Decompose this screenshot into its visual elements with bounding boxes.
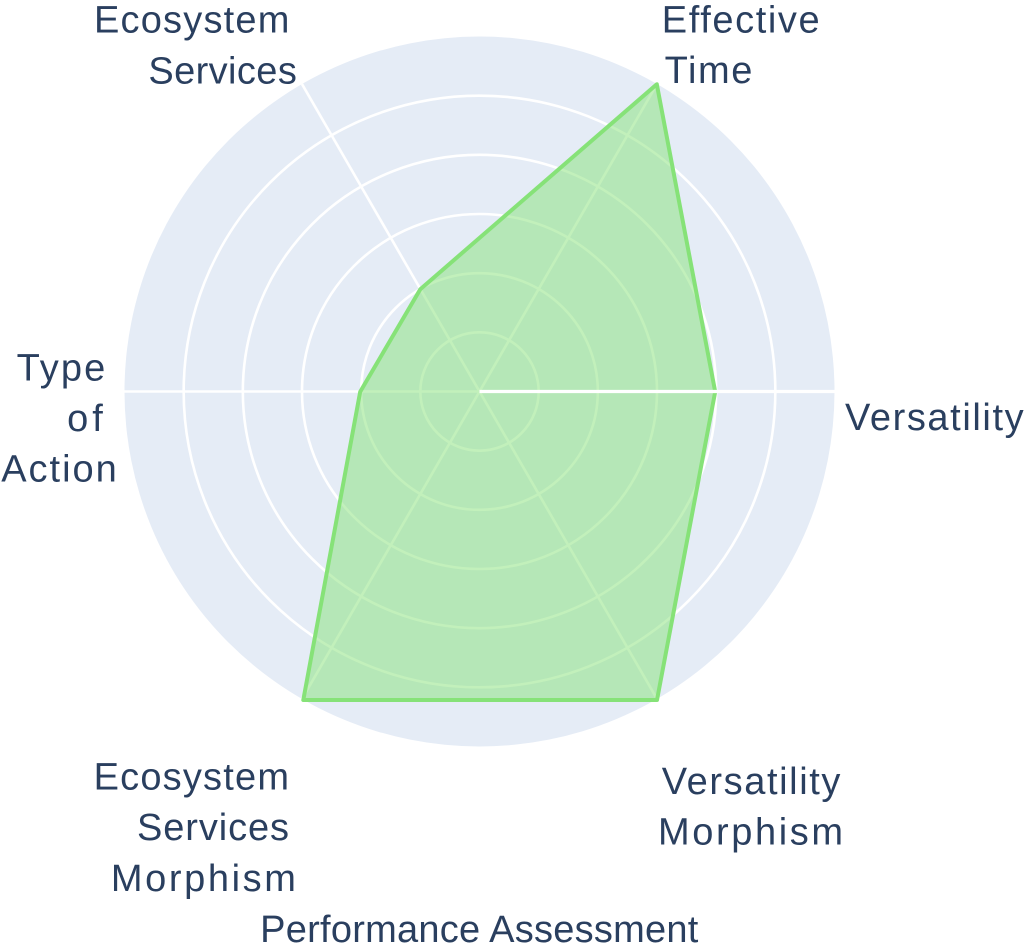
svg-text:Morphism: Morphism: [658, 812, 846, 854]
svg-text:Type: Type: [17, 348, 108, 390]
svg-text:Performance Assessment: Performance Assessment: [260, 909, 699, 948]
svg-text:Ecosystem: Ecosystem: [94, 757, 291, 799]
svg-text:Time: Time: [665, 50, 754, 92]
svg-text:Ecosystem: Ecosystem: [94, 0, 291, 42]
svg-text:of: of: [67, 398, 107, 440]
svg-text:Morphism: Morphism: [111, 858, 299, 900]
svg-text:Effective: Effective: [662, 0, 821, 41]
svg-text:Services: Services: [148, 50, 297, 92]
svg-text:Versatility: Versatility: [845, 397, 1024, 439]
svg-text:Action: Action: [1, 449, 119, 491]
svg-text:Services: Services: [137, 807, 290, 849]
svg-text:Versatility: Versatility: [662, 761, 842, 803]
